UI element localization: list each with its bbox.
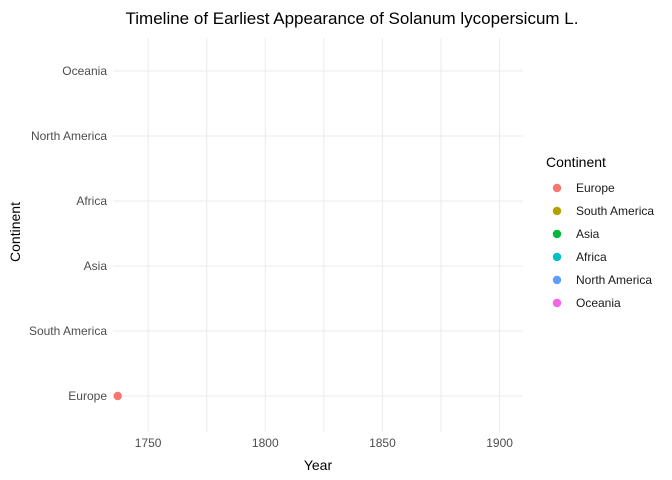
legend-label: Asia	[576, 227, 600, 241]
x-tick-label: 1900	[486, 436, 513, 450]
legend-label: South America	[576, 204, 654, 218]
x-axis-title: Year	[304, 457, 333, 473]
y-tick-label: North America	[31, 129, 107, 143]
legend-label: Africa	[576, 250, 607, 264]
legend-title: Continent	[546, 154, 606, 170]
legend-key	[552, 206, 562, 216]
legend-key	[552, 275, 562, 285]
legend-key	[552, 298, 562, 308]
x-tick-label: 1800	[252, 436, 279, 450]
chart-title: Timeline of Earliest Appearance of Solan…	[126, 9, 579, 28]
legend: Continent Europe South America Asia Africa N…	[546, 154, 654, 310]
legend-label: Oceania	[576, 296, 621, 310]
legend-key	[552, 183, 562, 193]
legend-key	[552, 229, 562, 239]
y-tick-label: South America	[29, 324, 107, 338]
legend-key	[552, 252, 562, 262]
y-tick-label: Europe	[68, 389, 107, 403]
y-tick-label: Africa	[76, 194, 107, 208]
y-tick-label: Asia	[84, 259, 108, 273]
grid	[113, 38, 523, 432]
legend-label: Europe	[576, 181, 615, 195]
legend-label: North America	[576, 273, 652, 287]
points	[113, 391, 122, 401]
y-tick-label: Oceania	[62, 64, 107, 78]
y-axis-ticks: Europe South America Asia Africa North Ameri…	[29, 64, 107, 403]
x-tick-label: 1750	[135, 436, 162, 450]
y-axis-title: Continent	[7, 202, 23, 262]
data-point	[113, 391, 122, 401]
x-axis-ticks: 1750 1800 1850 1900	[135, 436, 513, 450]
x-tick-label: 1850	[369, 436, 396, 450]
